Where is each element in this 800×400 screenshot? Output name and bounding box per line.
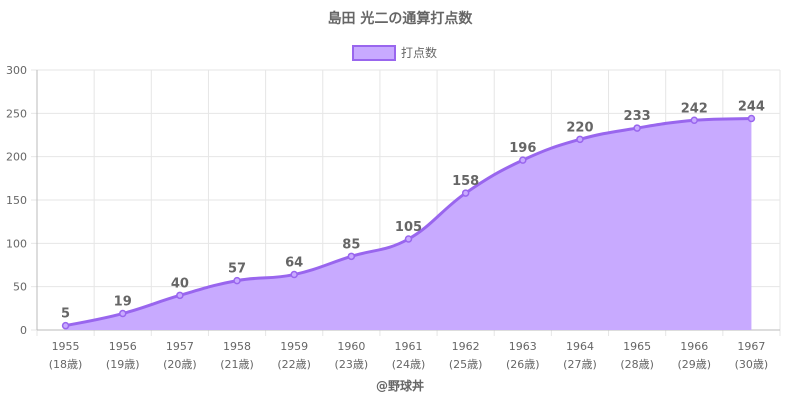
x-tick-label: 1960 bbox=[337, 340, 365, 353]
y-tick-label: 250 bbox=[6, 107, 27, 120]
chart-title: 島田 光二の通算打点数 bbox=[328, 10, 474, 27]
data-point bbox=[61, 321, 70, 330]
data-point bbox=[404, 235, 413, 243]
data-labels: 5 19 40 57 64 85 105 158 196 220 233 242 244 bbox=[61, 100, 765, 322]
x-tick-age-label: (24歳) bbox=[392, 358, 426, 371]
x-tick-label: 1955 bbox=[52, 340, 80, 353]
x-tick-label: 1957 bbox=[166, 340, 194, 353]
data-label: 233 bbox=[624, 109, 651, 124]
x-tick-age-label: (20歳) bbox=[163, 358, 197, 371]
data-label: 40 bbox=[171, 276, 189, 291]
data-label: 244 bbox=[738, 100, 765, 115]
y-axis-ticks: 0 50 100 150 200 250 300 bbox=[6, 64, 27, 337]
data-label: 242 bbox=[681, 101, 708, 116]
x-tick-label: 1958 bbox=[223, 340, 251, 353]
x-tick-age-label: (18歳) bbox=[49, 358, 83, 371]
x-tick-age-label: (30歳) bbox=[735, 358, 769, 371]
legend[interactable]: 打点数 bbox=[352, 45, 437, 61]
data-label: 158 bbox=[452, 174, 479, 189]
legend-label: 打点数 bbox=[401, 45, 437, 60]
data-point bbox=[747, 114, 756, 123]
data-point bbox=[576, 135, 584, 144]
y-tick-label: 50 bbox=[13, 281, 27, 294]
data-point bbox=[290, 270, 298, 279]
data-point bbox=[461, 189, 470, 197]
data-label: 85 bbox=[342, 237, 360, 252]
data-label: 5 bbox=[61, 307, 70, 322]
data-label: 196 bbox=[509, 141, 536, 156]
x-tick-age-label: (19歳) bbox=[106, 358, 140, 371]
series-area bbox=[65, 118, 752, 331]
data-point bbox=[176, 291, 184, 300]
x-tick-label: 1961 bbox=[395, 340, 423, 353]
x-tick-label: 1965 bbox=[623, 340, 651, 353]
data-label: 64 bbox=[285, 256, 303, 271]
x-tick-age-label: (29歳) bbox=[677, 358, 711, 371]
data-point bbox=[347, 252, 356, 261]
x-tick-label: 1959 bbox=[280, 340, 308, 353]
data-label: 57 bbox=[228, 262, 246, 277]
x-tick-age-label: (21歳) bbox=[220, 358, 254, 371]
x-tick-label: 1963 bbox=[509, 340, 537, 353]
data-point bbox=[233, 276, 241, 285]
y-tick-label: 300 bbox=[6, 64, 27, 77]
x-tick-label: 1964 bbox=[566, 340, 594, 353]
data-points bbox=[61, 114, 756, 330]
x-tick-age-label: (25歳) bbox=[449, 358, 483, 371]
data-point bbox=[519, 156, 527, 164]
x-tick-label: 1962 bbox=[452, 340, 480, 353]
data-label: 220 bbox=[566, 120, 593, 135]
footer-credit: @野球丼 bbox=[376, 378, 424, 393]
data-point bbox=[633, 124, 641, 132]
y-tick-label: 0 bbox=[20, 324, 27, 337]
y-tick-label: 100 bbox=[6, 237, 27, 250]
data-label: 19 bbox=[114, 295, 132, 310]
y-tick-label: 200 bbox=[6, 151, 27, 164]
x-tick-label: 1967 bbox=[737, 340, 765, 353]
x-axis-ticks: 1955 (18歳) 1956 (19歳) 1957 (20歳) 1958 (21歳) 1959… bbox=[49, 340, 768, 371]
x-tick-age-label: (26歳) bbox=[506, 358, 540, 371]
data-point bbox=[690, 116, 699, 125]
y-tick-label: 150 bbox=[6, 194, 27, 207]
data-point bbox=[118, 309, 127, 318]
x-tick-age-label: (22歳) bbox=[277, 358, 311, 371]
data-label: 105 bbox=[395, 220, 422, 235]
legend-swatch bbox=[352, 45, 396, 61]
x-tick-age-label: (27歳) bbox=[563, 358, 597, 371]
x-tick-age-label: (23歳) bbox=[335, 358, 369, 371]
x-tick-age-label: (28歳) bbox=[620, 358, 654, 371]
x-tick-label: 1966 bbox=[680, 340, 708, 353]
x-tick-label: 1956 bbox=[109, 340, 137, 353]
